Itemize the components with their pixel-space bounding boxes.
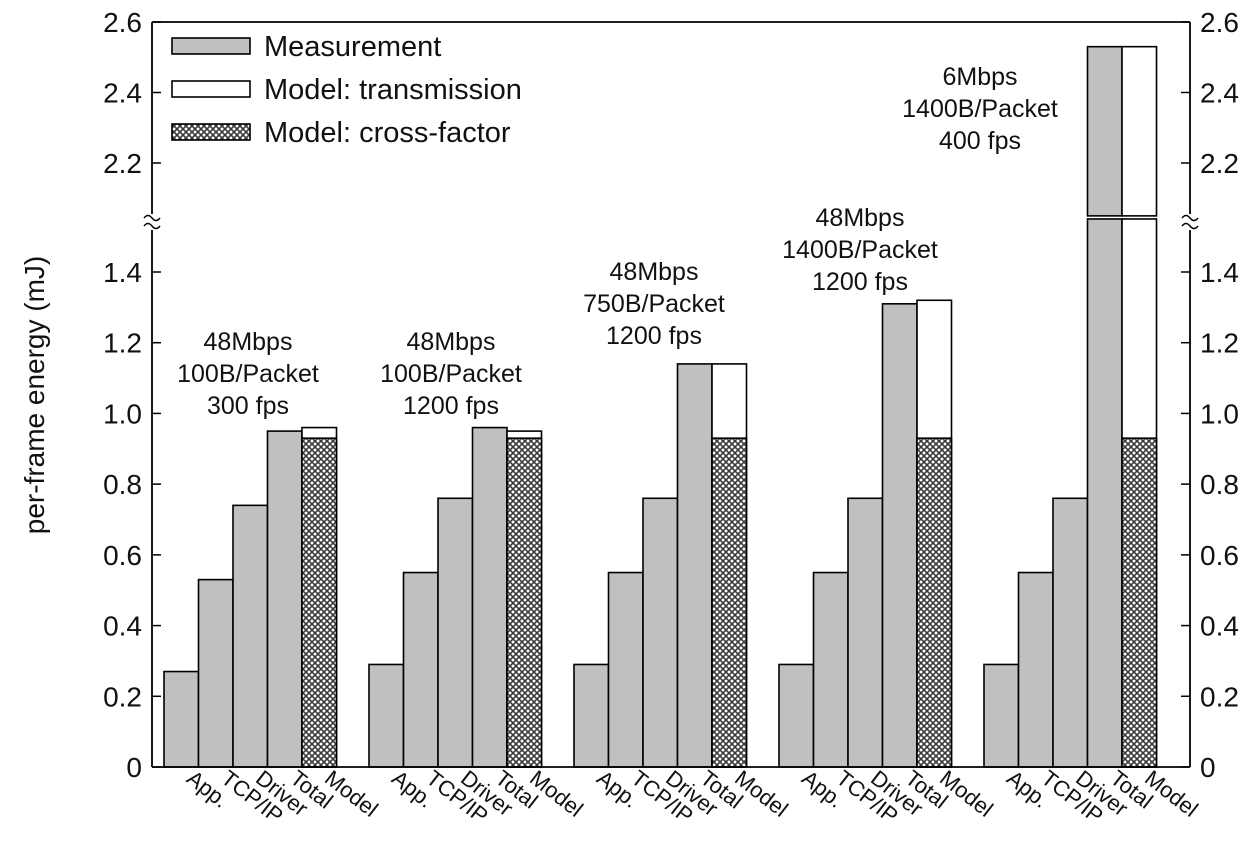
- bars-layer: [163, 45, 1158, 768]
- group-label-line: 1200 fps: [403, 392, 499, 420]
- bar-g5-total-lower: [1086, 218, 1123, 768]
- bar-g4-model-crossfactor: [916, 437, 953, 768]
- legend-swatch-gray: [171, 37, 251, 55]
- y-tick-label: 2.6: [103, 7, 142, 38]
- bar-g5-tcpip: [1017, 571, 1054, 768]
- y-tick-label: 0.6: [103, 540, 142, 571]
- legend-swatch-hatched: [171, 123, 251, 141]
- bar-g5-model-transmission-upper: [1121, 45, 1158, 217]
- group-label-line: 48Mbps: [610, 258, 699, 286]
- y-tick-label: 2.4: [103, 78, 142, 109]
- bar-g1-driver: [232, 504, 269, 768]
- y2-tick-label: 0.8: [1200, 469, 1239, 500]
- y-tick-label: 1.0: [103, 398, 142, 429]
- bar-g3-driver: [642, 497, 679, 768]
- y-tick-label: 1.4: [103, 257, 142, 288]
- y-tick-label: 0.4: [103, 611, 142, 642]
- group-label-line: 750B/Packet: [583, 290, 725, 318]
- group-label-line: 1200 fps: [606, 322, 702, 350]
- legend: Measurement Model: transmission Model: cro…: [171, 31, 522, 149]
- axis-break-mark: [143, 214, 161, 222]
- axes-layer: 0 0 0.2 0.2 0.4 0.4 0.6 0.6 0.8 0.8 1.0 1.0 1.2 1.2 1.…: [19, 7, 1239, 783]
- y2-tick-label: 0.6: [1200, 540, 1239, 571]
- y-tick-label: 0: [126, 752, 142, 783]
- bar-g3-model-crossfactor: [711, 437, 748, 768]
- y-tick-label: 0.2: [103, 681, 142, 712]
- bar-g3-app: [573, 663, 610, 768]
- bar-g4-driver: [847, 497, 884, 768]
- y-axis-title: per-frame energy (mJ): [19, 256, 50, 535]
- bar-g3-total: [676, 363, 713, 768]
- group-label-line: 1200 fps: [812, 268, 908, 296]
- bar-g5-driver: [1052, 497, 1089, 768]
- group-label-line: 100B/Packet: [380, 360, 522, 388]
- y-tick-label: 1.2: [103, 328, 142, 359]
- y2-tick-label: 0: [1200, 752, 1216, 783]
- group-label-line: 100B/Packet: [177, 360, 319, 388]
- bar-g2-tcpip: [402, 571, 439, 768]
- bar-g2-total: [471, 426, 508, 768]
- y2-tick-label: 2.2: [1200, 148, 1239, 179]
- bar-g1-total: [266, 430, 303, 768]
- bar-g4-total: [881, 303, 918, 768]
- bar-g2-driver: [437, 497, 474, 768]
- legend-label: Model: transmission: [264, 74, 522, 106]
- y2-tick-label: 2.4: [1200, 78, 1239, 109]
- bar-g5-model-crossfactor: [1121, 437, 1158, 768]
- bar-g3-tcpip: [607, 571, 644, 768]
- bar-g4-app: [778, 663, 815, 768]
- bar-g1-app: [163, 670, 200, 768]
- legend-swatch-white: [171, 80, 251, 98]
- bar-g5-app: [983, 663, 1020, 768]
- y2-tick-label: 1.2: [1200, 328, 1239, 359]
- y-tick-label: 2.2: [103, 148, 142, 179]
- axis-break-mark: [143, 222, 161, 230]
- legend-label: Model: cross-factor: [264, 117, 511, 149]
- y-tick-label: 0.8: [103, 469, 142, 500]
- group-label-line: 48Mbps: [407, 328, 496, 356]
- axis-break-mark: [1181, 214, 1199, 222]
- bar-g4-tcpip: [812, 571, 849, 768]
- bar-g2-app: [368, 663, 405, 768]
- group-label-line: 1400B/Packet: [902, 95, 1058, 123]
- y2-tick-label: 1.4: [1200, 257, 1239, 288]
- y2-tick-label: 2.6: [1200, 7, 1239, 38]
- bar-g5-total-upper: [1086, 45, 1123, 217]
- group-label-line: 6Mbps: [942, 63, 1017, 91]
- bar-g1-model-crossfactor: [301, 437, 338, 768]
- y2-tick-label: 0.2: [1200, 681, 1239, 712]
- y2-tick-label: 1.0: [1200, 398, 1239, 429]
- legend-label: Measurement: [264, 31, 441, 63]
- axis-break-mark: [1181, 222, 1199, 230]
- group-label-line: 300 fps: [207, 392, 289, 420]
- bar-g1-tcpip: [197, 578, 234, 768]
- group-label-line: 48Mbps: [816, 204, 905, 232]
- bar-g2-model-crossfactor: [506, 437, 543, 768]
- group-label-line: 48Mbps: [204, 328, 293, 356]
- group-label-line: 400 fps: [939, 127, 1021, 155]
- y2-tick-label: 0.4: [1200, 611, 1239, 642]
- group-label-line: 1400B/Packet: [782, 236, 938, 264]
